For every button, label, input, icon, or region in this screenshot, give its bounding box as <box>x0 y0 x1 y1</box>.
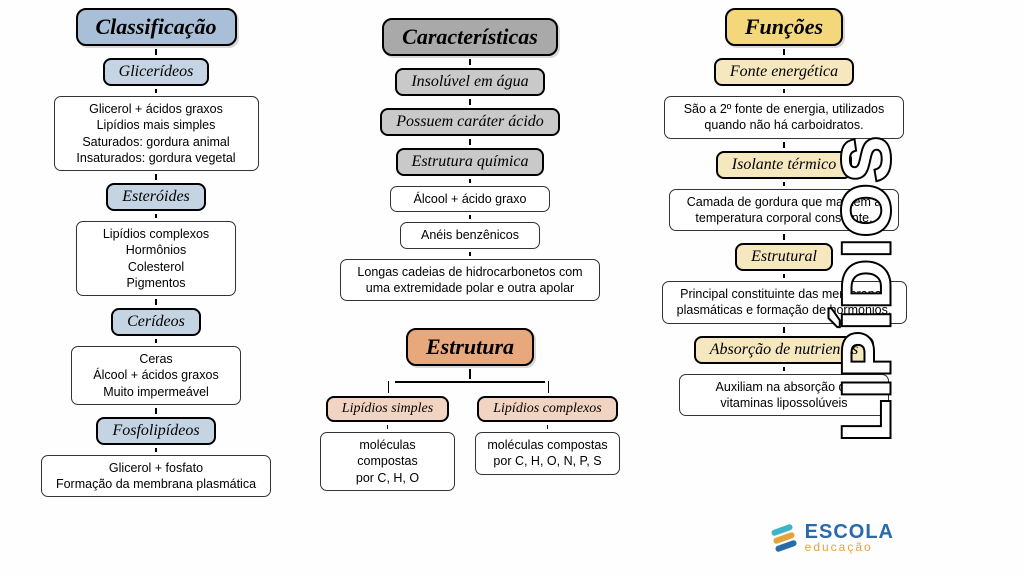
car-detail-2: Anéis benzênicos <box>400 222 540 248</box>
fun-title-2: Estrutural <box>735 243 833 271</box>
logo-text: ESCOLA educação <box>805 521 894 554</box>
estrutura-right: Lipídios complexos moléculas compostas p… <box>475 393 620 494</box>
estrutura-left: Lipídios simples moléculas compostas por… <box>320 393 455 494</box>
body-esteroides: Lipídios complexos Hormônios Colesterol … <box>76 221 236 296</box>
body-glicerideos: Glicerol + ácidos graxos Lipídios mais s… <box>54 96 259 171</box>
estrutura-right-body: moléculas compostas por C, H, O, N, P, S <box>475 432 620 475</box>
estrutura-block: Estrutura Lipídios simples moléculas com… <box>320 328 620 494</box>
estrutura-left-title: Lipídios simples <box>326 396 449 422</box>
diagram-root: Classificação Glicerídeos Glicerol + áci… <box>0 0 940 508</box>
fun-title-0: Fonte energética <box>714 58 854 86</box>
logo: ESCOLA educação <box>769 521 894 554</box>
header-funcoes: Funções <box>725 8 843 46</box>
body-cerideos: Ceras Álcool + ácidos graxos Muito imper… <box>71 346 241 405</box>
car-box-2: Possuem caráter ácido <box>380 108 560 136</box>
sub-cerideos: Cerídeos <box>111 308 201 336</box>
car-detail-1: Álcool + ácido graxo <box>390 186 550 212</box>
fun-body-0: São a 2º fonte de energia, utilizados qu… <box>664 96 904 139</box>
col-middle: Características Insolúvel em água Possue… <box>320 18 620 500</box>
logo-icon <box>769 523 799 553</box>
body-fosfolipideos: Glicerol + fosfato Formação da membrana … <box>41 455 271 498</box>
car-box-1: Insolúvel em água <box>395 68 544 96</box>
header-classificacao: Classificação <box>76 8 237 46</box>
car-box-3: Estrutura química <box>396 148 545 176</box>
header-caracteristicas: Características <box>382 18 558 56</box>
sub-glicerideos: Glicerídeos <box>103 58 210 86</box>
estrutura-right-title: Lipídios complexos <box>477 396 618 422</box>
vertical-title: LIPÍDIOS <box>828 135 906 442</box>
vertical-title-text: LIPÍDIOS <box>829 135 905 442</box>
car-detail-3: Longas cadeias de hidrocarbonetos com um… <box>340 259 600 302</box>
sub-fosfolipideos: Fosfolipídeos <box>96 417 215 445</box>
sub-esteroides: Esteróides <box>106 183 206 211</box>
header-estrutura: Estrutura <box>406 328 534 366</box>
col-classificacao: Classificação Glicerídeos Glicerol + áci… <box>10 8 302 500</box>
estrutura-left-body: moléculas compostas por C, H, O <box>320 432 455 491</box>
